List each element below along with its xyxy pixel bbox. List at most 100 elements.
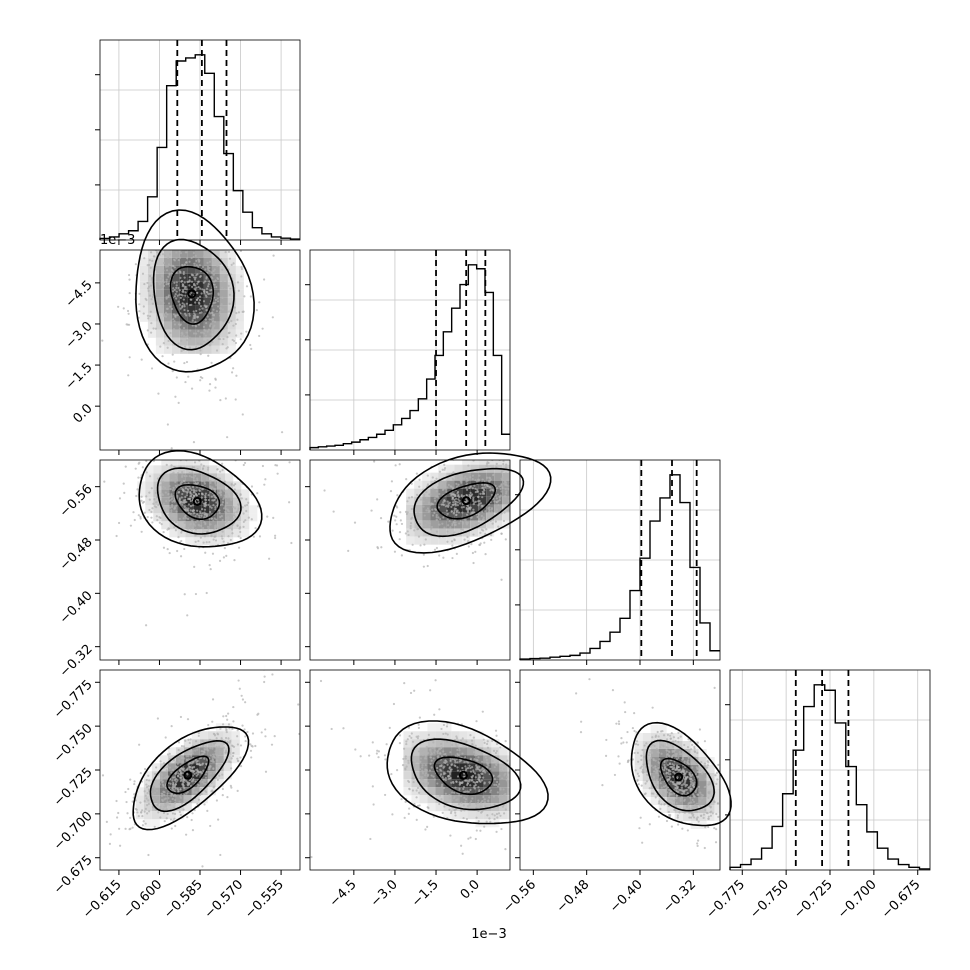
scatter-point — [657, 766, 660, 770]
scatter-point — [242, 463, 245, 467]
scatter-point — [256, 492, 259, 495]
scatter-point — [672, 783, 675, 786]
scatter-point — [353, 521, 357, 524]
scatter-point — [506, 759, 509, 762]
scatter-point — [543, 844, 545, 846]
scatter-point — [125, 323, 128, 326]
scatter-point — [450, 768, 453, 771]
scatter-point — [499, 767, 502, 770]
density-cell — [411, 763, 420, 772]
scatter-point — [383, 793, 387, 797]
scatter-point — [166, 812, 169, 816]
density-cell — [494, 512, 503, 521]
scatter-point — [249, 743, 252, 746]
scatter-point — [667, 746, 670, 749]
density-cell — [518, 465, 526, 473]
scatter-point — [190, 273, 193, 276]
scatter-point — [237, 507, 240, 510]
scatter-point — [136, 20, 138, 22]
scatter-point — [426, 474, 429, 477]
scatter-point — [179, 555, 183, 558]
scatter-point — [454, 786, 457, 789]
scatter-point — [197, 323, 201, 326]
scatter-point — [409, 691, 413, 695]
scatter-point — [466, 790, 469, 793]
scatter-point — [189, 769, 192, 772]
scatter-point — [470, 739, 474, 742]
scatter-point — [419, 522, 422, 526]
density-cell — [223, 731, 232, 740]
scatter-point — [221, 462, 224, 465]
scatter-point — [431, 508, 434, 511]
scatter-point — [617, 720, 621, 723]
density-cell — [151, 779, 160, 788]
density-cell — [451, 747, 460, 756]
scatter-point — [417, 726, 420, 730]
scatter-point — [163, 805, 166, 808]
scatter-point — [702, 813, 706, 816]
density-cell — [475, 779, 484, 788]
scatter-point — [470, 800, 473, 803]
scatter-point — [698, 799, 702, 802]
scatter-point — [493, 814, 496, 817]
scatter-point — [137, 514, 140, 517]
scatter-point — [424, 755, 427, 758]
density-cell — [499, 779, 508, 788]
density-cell — [419, 731, 428, 740]
density-cell — [177, 513, 186, 522]
scatter-point — [241, 506, 244, 509]
scatter-point — [495, 742, 499, 746]
scatter-point — [425, 769, 429, 772]
scatter-point — [526, 765, 528, 767]
scatter-point — [203, 748, 206, 751]
scatter-point — [189, 329, 192, 332]
density-cell — [406, 520, 415, 529]
density-cell — [706, 805, 715, 814]
scatter-point — [440, 727, 443, 731]
density-cell — [451, 763, 460, 772]
scatter-point — [141, 814, 144, 818]
scatter-point — [166, 265, 169, 268]
scatter-point — [694, 790, 697, 794]
scatter-point — [225, 554, 228, 558]
scatter-point — [184, 515, 187, 518]
scatter-point — [191, 285, 194, 288]
scatter-point — [624, 710, 627, 714]
scatter-point — [670, 825, 673, 828]
scatter-point — [456, 504, 459, 507]
scatter-point — [451, 763, 454, 766]
scatter-point — [166, 507, 170, 510]
scatter-point — [538, 874, 540, 876]
scatter-point — [666, 749, 669, 752]
scatter-point — [185, 792, 188, 795]
scatter-point — [167, 256, 170, 260]
scatter-point — [206, 330, 209, 333]
scatter-point — [185, 759, 188, 762]
scatter-point — [493, 818, 496, 821]
scatter-point — [143, 790, 146, 793]
density-cell — [169, 529, 178, 538]
scatter-point — [538, 455, 540, 457]
scatter-point — [347, 549, 350, 552]
scatter-point — [662, 734, 666, 737]
density-cell — [666, 805, 675, 814]
scatter-point — [158, 311, 161, 314]
scatter-point — [175, 271, 178, 274]
scatter-point — [230, 786, 233, 789]
density-cell — [446, 496, 455, 505]
scatter-point — [224, 521, 227, 525]
scatter-point — [196, 479, 199, 482]
scatter-point — [601, 784, 604, 787]
scatter-point — [199, 787, 203, 791]
scatter-point — [214, 506, 217, 509]
scatter-point — [734, 758, 736, 760]
scatter-point — [206, 267, 209, 270]
scatter-point — [453, 764, 456, 767]
scatter-point — [164, 797, 167, 800]
scatter-point — [419, 760, 422, 763]
scatter-point — [709, 814, 713, 817]
scatter-point — [129, 778, 132, 781]
scatter-point — [503, 511, 506, 514]
scatter-point — [633, 729, 636, 733]
scatter-point — [656, 784, 659, 787]
